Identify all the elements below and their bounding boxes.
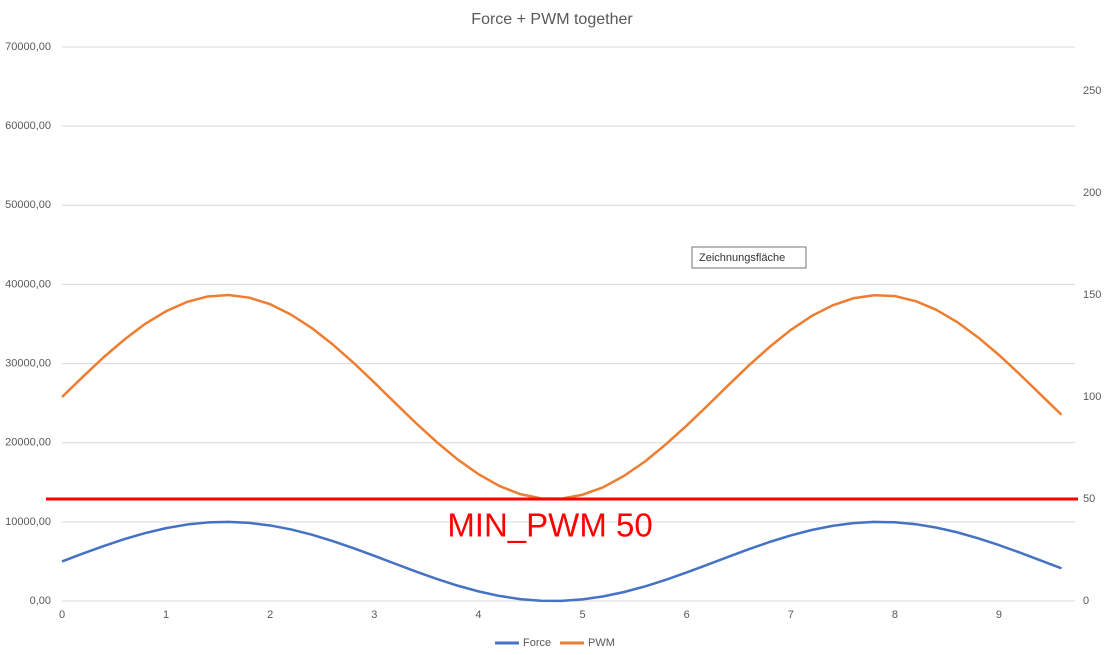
y2-tick-label: 250	[1083, 85, 1101, 97]
tooltip: Zeichnungsfläche	[699, 252, 785, 264]
y-tick-label: 70000,00	[5, 41, 51, 53]
y-tick-label: 50000,00	[5, 199, 51, 211]
y-tick-label: 20000,00	[5, 437, 51, 449]
y2-tick-label: 150	[1083, 289, 1101, 301]
annotation: MIN_PWM 50	[447, 507, 652, 544]
chart-title: Force + PWM together	[471, 11, 633, 28]
y2-tick-label: 50	[1083, 493, 1095, 505]
y2-tick-label: 100	[1083, 391, 1101, 403]
y2-tick-label: 0	[1083, 595, 1089, 607]
x-tick-label: 2	[267, 609, 273, 621]
x-tick-label: 0	[59, 609, 65, 621]
x-tick-label: 1	[163, 609, 169, 621]
x-tick-label: 7	[788, 609, 794, 621]
x-tick-label: 8	[892, 609, 898, 621]
x-tick-label: 9	[996, 609, 1002, 621]
legend-label: Force	[523, 637, 551, 649]
tooltip-box	[691, 246, 807, 269]
y-tick-label: 60000,00	[5, 120, 51, 132]
x-tick-label: 4	[475, 609, 481, 621]
x-tick-label: 3	[371, 609, 377, 621]
x-tick-label: 5	[579, 609, 585, 621]
y2-tick-label: 200	[1083, 187, 1101, 199]
x-tick-label: 6	[684, 609, 690, 621]
y-tick-label: 40000,00	[5, 278, 51, 290]
series-line	[61, 520, 1062, 603]
legend-label: PWM	[588, 637, 615, 649]
y-tick-label: 30000,00	[5, 357, 51, 369]
y-tick-label: 0,00	[30, 595, 51, 607]
y-tick-label: 10000,00	[5, 516, 51, 528]
